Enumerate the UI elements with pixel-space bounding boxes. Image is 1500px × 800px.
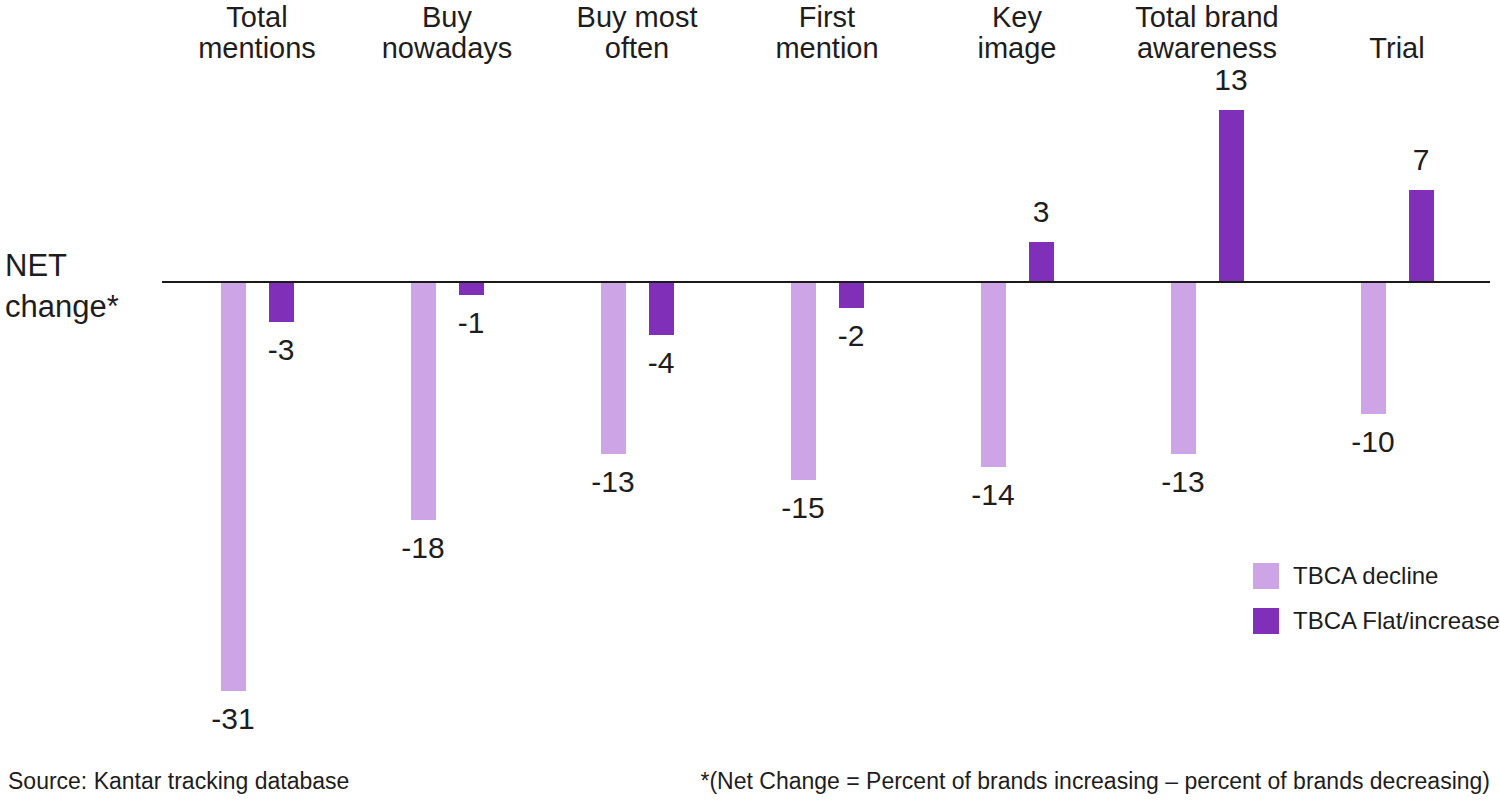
source-text: Source: Kantar tracking database — [8, 768, 349, 795]
value-label: -1 — [426, 305, 516, 341]
bar-decline — [981, 282, 1006, 467]
legend-label-flat-increase: TBCA Flat/increase — [1293, 607, 1500, 635]
value-label: 13 — [1186, 62, 1276, 98]
value-label: 7 — [1376, 142, 1466, 178]
category-header: Buy nowadays — [352, 0, 542, 64]
legend-label-decline: TBCA decline — [1293, 562, 1438, 590]
bar-flat-increase — [1409, 190, 1434, 282]
legend-item-flat-increase: TBCA Flat/increase — [1253, 608, 1500, 634]
value-label: -13 — [568, 464, 658, 500]
category-header: Total mentions — [162, 0, 352, 64]
legend-item-decline: TBCA decline — [1253, 563, 1500, 589]
bar-flat-increase — [459, 282, 484, 295]
value-label: -13 — [1138, 464, 1228, 500]
footnote-text: *(Net Change = Percent of brands increas… — [701, 768, 1491, 795]
bar-flat-increase — [839, 282, 864, 308]
value-label: -14 — [948, 477, 1038, 513]
value-label: -10 — [1328, 424, 1418, 460]
category-header: Total brand awareness — [1112, 0, 1302, 64]
bar-decline — [1171, 282, 1196, 454]
value-label: 3 — [996, 194, 1086, 230]
value-label: -18 — [378, 530, 468, 566]
value-label: -31 — [188, 701, 278, 737]
category-header: First mention — [732, 0, 922, 64]
x-axis-line — [162, 281, 1490, 283]
axis-label: NET change* — [5, 245, 119, 327]
value-label: -15 — [758, 490, 848, 526]
bar-decline — [791, 282, 816, 480]
value-label: -3 — [236, 332, 326, 368]
category-header: Buy most often — [542, 0, 732, 64]
legend-swatch-flat-increase-icon — [1253, 608, 1279, 634]
category-header: Key image — [922, 0, 1112, 64]
bar-flat-increase — [269, 282, 294, 322]
chart-canvas: Total mentionsBuy nowadaysBuy most often… — [0, 0, 1500, 800]
legend: TBCA decline TBCA Flat/increase — [1253, 563, 1500, 653]
category-header: Trial — [1302, 0, 1492, 64]
bar-flat-increase — [1219, 110, 1244, 282]
bar-decline — [1361, 282, 1386, 414]
bar-flat-increase — [1029, 242, 1054, 282]
value-label: -4 — [616, 345, 706, 381]
legend-swatch-decline-icon — [1253, 563, 1279, 589]
value-label: -2 — [806, 318, 896, 354]
bar-flat-increase — [649, 282, 674, 335]
